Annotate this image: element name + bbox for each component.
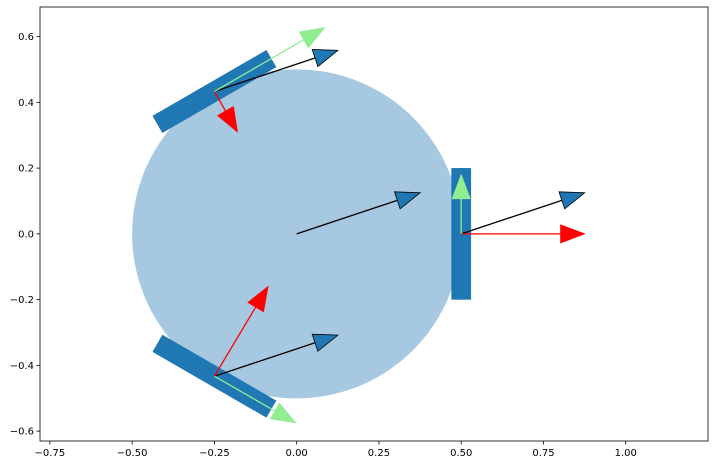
y-tick-label: −0.6 [10, 427, 34, 438]
x-tick-label: 0.00 [286, 448, 308, 459]
axes-frame [39, 6, 709, 442]
front-velocity-arrow-shaft [460, 199, 563, 235]
top-left-velocity-arrow-head [311, 49, 339, 68]
plot-area [132, 27, 586, 424]
y-axis: 0.6 0.4 0.2 0.0 −0.2 −0.4 −0.6 [10, 32, 40, 438]
top-left-normal-arrow-head [217, 105, 239, 133]
bottom-left-normal-arrow-shaft [213, 306, 257, 377]
bottom-left-normal-arrow-head [247, 285, 269, 313]
top-left-tangent-arrow-head [298, 27, 326, 49]
x-tick-label: 0.25 [368, 448, 390, 459]
center-velocity-arrow-shaft [296, 199, 398, 235]
x-tick-label: −0.25 [199, 448, 230, 459]
front-velocity-arrow-head [558, 191, 586, 210]
top-left-tangent-arrow [214, 27, 326, 93]
top-left-tangent-arrow-shaft [214, 39, 305, 93]
top-left-normal-arrow [213, 91, 239, 133]
bottom-left-tangent-arrow-shaft [214, 375, 276, 412]
y-tick-label: 0.6 [18, 32, 34, 43]
bottom-left-tangent-arrow-head [269, 402, 297, 424]
x-tick-label: −0.75 [35, 448, 66, 459]
bottom-left-velocity-arrow [214, 333, 339, 377]
bottom-left-velocity-arrow-shaft [214, 342, 316, 377]
bottom-left-tangent-arrow [214, 375, 297, 424]
y-tick-label: 0.2 [18, 164, 34, 175]
center-velocity-arrow [296, 191, 422, 235]
front-normal-arrow [461, 224, 586, 244]
top-left-normal-arrow-shaft [213, 91, 227, 112]
front-tangent-arrow [451, 173, 471, 234]
x-tick-label: 0.50 [450, 448, 472, 459]
x-axis: −0.75 −0.50 −0.25 0.00 0.25 0.50 0.75 1.00 [35, 441, 637, 459]
front-normal-arrow-head [560, 224, 586, 244]
x-tick-label: 0.75 [532, 448, 554, 459]
bottom-left-velocity-arrow-head [311, 333, 339, 352]
x-tick-label: −0.50 [117, 448, 148, 459]
front-velocity-arrow [460, 191, 586, 235]
front-tangent-arrow-head [451, 173, 471, 200]
bottom-left-normal-arrow [213, 285, 269, 377]
y-tick-label: −0.2 [10, 295, 34, 306]
top-left-velocity-arrow-shaft [214, 57, 316, 93]
y-tick-label: 0.0 [18, 229, 34, 240]
center-velocity-arrow-head [393, 191, 422, 210]
y-tick-label: −0.4 [10, 361, 34, 372]
x-tick-label: 1.00 [615, 448, 637, 459]
wheel-bottom-left [152, 334, 277, 418]
top-left-velocity-arrow [214, 49, 339, 93]
y-tick-label: 0.4 [18, 98, 34, 109]
wheel-top-left [152, 50, 277, 133]
